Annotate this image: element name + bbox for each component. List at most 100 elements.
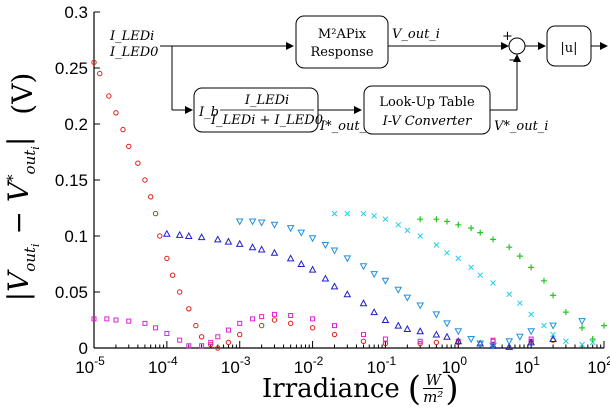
data-point: [563, 338, 569, 345]
data-point: [490, 280, 496, 286]
x-tick-label: 101: [514, 354, 540, 377]
data-point: [271, 317, 278, 323]
data-point: [215, 345, 221, 351]
data-point: [330, 247, 339, 255]
data-point: [516, 333, 524, 341]
data-point: [432, 311, 441, 319]
data-point: [126, 318, 132, 324]
data-point: [516, 253, 523, 260]
data-point: [550, 331, 556, 338]
x-tick-label: 102: [587, 354, 610, 377]
x-axis-label-word: Irradiance: [262, 373, 400, 404]
data-point: [198, 334, 205, 340]
data-point: [579, 324, 586, 331]
data-point: [416, 302, 425, 310]
data-point: [416, 327, 425, 335]
data-point: [199, 343, 205, 349]
arrowhead-icon: [600, 42, 608, 50]
data-point: [360, 210, 367, 217]
data-point: [142, 320, 148, 326]
data-point: [404, 227, 411, 234]
data-point: [343, 255, 352, 263]
data-point: [248, 218, 257, 226]
data-point: [505, 338, 514, 346]
data-point: [359, 299, 368, 307]
data-point: [477, 229, 484, 236]
ratio-numerator: I_LEDi: [244, 93, 289, 108]
data-point: [215, 334, 221, 340]
lut-label-1: Look-Up Table: [379, 95, 475, 110]
response-label-2: Response: [310, 45, 373, 60]
data-point: [528, 336, 534, 342]
iout-label: I*_out_i: [319, 119, 370, 134]
data-marks: [91, 59, 607, 351]
data-point: [433, 216, 440, 223]
data-point: [454, 328, 463, 336]
data-point: [382, 336, 388, 342]
x-tick-label: 10-3: [221, 354, 251, 377]
data-point: [113, 110, 119, 116]
abs-label: |u|: [560, 41, 577, 56]
data-point: [455, 221, 462, 228]
data-point: [106, 93, 112, 99]
arrowhead-icon: [354, 106, 362, 114]
data-point: [286, 254, 295, 262]
vout-star-label: V*_out_i: [494, 119, 548, 134]
data-point: [444, 218, 450, 225]
data-point: [562, 309, 569, 316]
y-tick-label: 0: [79, 339, 88, 358]
data-point: [468, 264, 474, 271]
data-point: [257, 245, 266, 253]
data-point: [540, 277, 547, 284]
data-point: [505, 342, 514, 350]
data-point: [270, 248, 279, 256]
response-label-1: M²APix: [318, 27, 367, 42]
data-point: [360, 332, 366, 338]
x-tick-label: 10-4: [148, 354, 178, 377]
data-point: [271, 311, 277, 317]
data-point: [433, 242, 440, 248]
series-5: [417, 216, 607, 343]
data-point: [104, 316, 110, 322]
y-tick-label: 0.15: [55, 171, 88, 190]
data-point: [579, 341, 585, 348]
data-point: [235, 218, 244, 226]
data-point: [578, 318, 586, 326]
data-point: [541, 322, 547, 329]
ratio-prefix: I_b: [198, 105, 219, 120]
data-point: [175, 230, 184, 238]
data-point: [403, 294, 412, 302]
data-point: [308, 265, 317, 273]
y-tick-label: 0.25: [55, 59, 88, 78]
data-point: [370, 271, 378, 279]
data-point: [97, 70, 103, 77]
data-point: [331, 331, 338, 338]
data-point: [417, 338, 423, 344]
data-point: [417, 233, 424, 239]
data-point: [164, 330, 170, 336]
arrowhead-icon: [538, 42, 546, 50]
data-point: [467, 336, 475, 344]
data-point: [213, 235, 222, 243]
data-point: [169, 272, 176, 278]
x-axis-unit: W m²: [423, 371, 444, 405]
y-tick-label: 0.3: [64, 3, 88, 22]
data-point: [330, 282, 339, 290]
data-point: [197, 233, 206, 241]
data-point: [527, 338, 535, 346]
arrowhead-icon: [501, 42, 509, 50]
data-point: [550, 292, 557, 299]
data-point: [157, 233, 163, 239]
x-axis-label: Irradiance ( W m² ): [262, 368, 459, 409]
data-point: [443, 332, 451, 340]
arrowhead-icon: [513, 54, 521, 62]
series-4: [331, 210, 596, 348]
data-point: [113, 317, 119, 323]
x-axis-unit-num: W: [425, 371, 441, 389]
data-point: [549, 322, 557, 330]
arrowhead-icon: [185, 106, 193, 114]
data-point: [589, 339, 596, 346]
response-block: [295, 15, 389, 69]
data-point: [235, 239, 244, 247]
data-point: [287, 320, 294, 327]
